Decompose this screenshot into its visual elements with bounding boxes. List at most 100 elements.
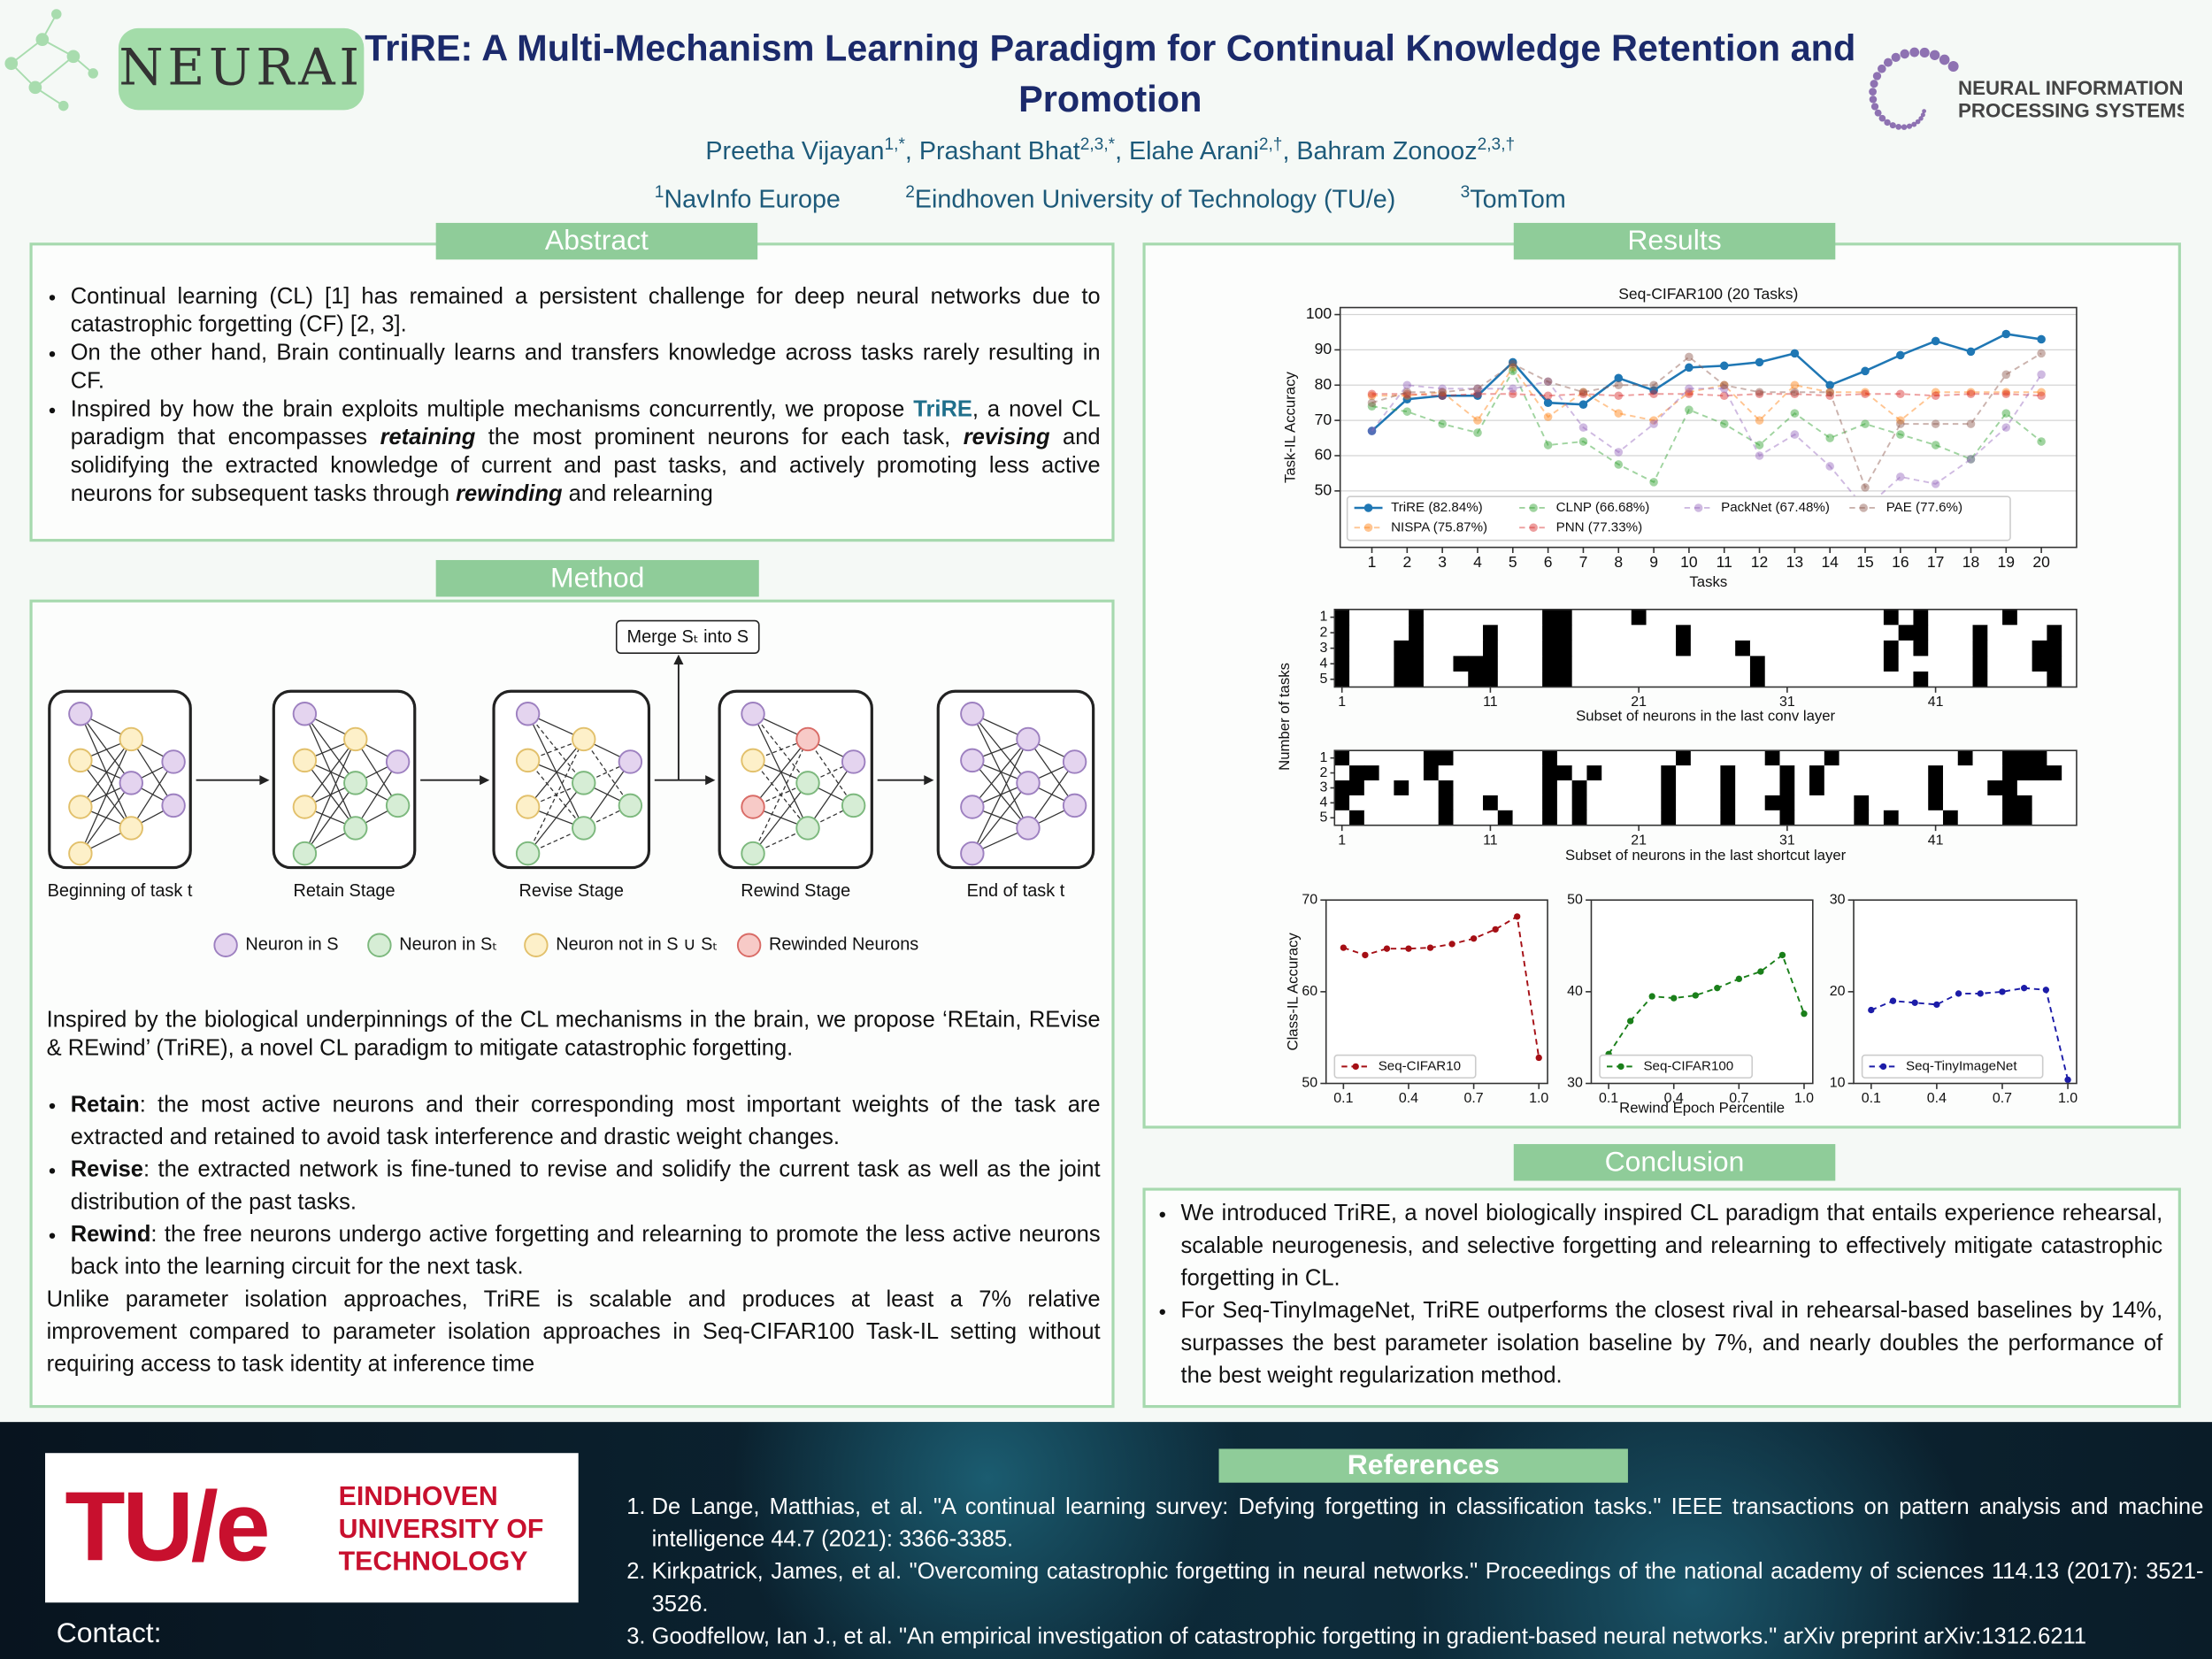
logo-dot (1901, 124, 1908, 130)
affiliation: 2Eindhoven University of Technology (TU/… (905, 181, 1396, 213)
logo-mark: TU/e (65, 1471, 270, 1582)
affiliation-mark: 2 (905, 181, 915, 202)
text-run: , a novel CL paradigm that encompasses (70, 397, 1101, 450)
section-title: Results (1513, 222, 1836, 260)
bullet: Revise: the extracted network is fine-tu… (71, 1154, 1101, 1218)
reference: Kirkpatrick, James, et al. "Overcoming c… (652, 1556, 2204, 1621)
conclusion-box (1142, 1187, 2181, 1409)
logo-text: NEURAL INFORMATION (1958, 77, 2184, 99)
logo-dot (1872, 72, 1882, 81)
logo-dot (1869, 88, 1877, 96)
logo-dot (1895, 123, 1902, 130)
logo-dot (1870, 80, 1878, 88)
logo-dot (1889, 122, 1896, 129)
text-run: and solidifying the extracted knowledge … (70, 426, 1101, 507)
bullet: Inspired by how the brain exploits multi… (71, 396, 1101, 510)
text-run: rewinding (456, 482, 563, 507)
logo-line: UNIVERSITY OF (338, 1515, 544, 1545)
bullet-text: : the most active neurons and their corr… (70, 1093, 1101, 1150)
author-mark: 1,* (884, 134, 905, 154)
bullet-list: Continual learning (CL) [1] has remained… (47, 283, 1101, 509)
bullet-text: : the free neurons undergo active forget… (70, 1223, 1101, 1280)
logo-neurips: NEURAL INFORMATION PROCESSING SYSTEMS (1869, 47, 2184, 130)
affiliation-mark: 3 (1460, 181, 1471, 202)
logo-dot (1869, 96, 1878, 104)
logo-decoration (4, 9, 98, 111)
logo-dot (1929, 50, 1940, 60)
logo-dot (1870, 103, 1879, 111)
logo-dot (1874, 109, 1882, 117)
logo-dot (1915, 119, 1921, 125)
logo-dot (1891, 52, 1901, 62)
author-name: , Prashant Bhat (904, 136, 1080, 165)
text-run: revising (963, 426, 1050, 450)
logo-line: EINDHOVEN (338, 1482, 498, 1513)
bullet-list: Retain: the most active neurons and thei… (47, 1089, 1101, 1284)
abstract-box (29, 242, 1115, 542)
author-name: , Bahram Zonooz (1282, 136, 1478, 165)
logo-dot (1883, 58, 1893, 67)
author-mark: 2,3,† (1477, 134, 1516, 154)
author-mark: 2,† (1258, 134, 1283, 154)
text-run: retaining (380, 426, 476, 450)
bullet: For Seq-TinyImageNet, TriRE outperforms … (1181, 1295, 2163, 1393)
logo-dot (1911, 121, 1917, 127)
logo-dot (1909, 47, 1920, 58)
reference: Goodfellow, Ian J., et al. "An empirical… (652, 1621, 2204, 1654)
logo-text: EINDHOVEN UNIVERSITY OF TECHNOLOGY (339, 1481, 544, 1578)
bullet: Retain: the most active neurons and thei… (71, 1089, 1101, 1154)
bullet-term: Retain (70, 1093, 140, 1118)
method-text: Inspired by the biological underpinnings… (47, 1007, 1101, 1381)
affiliations: 1NavInfo Europe 2Eindhoven University of … (363, 182, 1858, 215)
logo-dot (1878, 114, 1886, 122)
section-title: Abstract (435, 222, 758, 260)
logo-dot (1947, 61, 1959, 73)
reference-list: De Lange, Matthias, et al. "A continual … (621, 1491, 2204, 1653)
affiliation-name: TomTom (1470, 184, 1566, 213)
bullet-term: Rewind (70, 1223, 151, 1248)
logo-dot (1919, 47, 1930, 58)
logo-dot (1922, 109, 1926, 113)
contact: Contact: (56, 1617, 162, 1649)
paragraph: Inspired by the biological underpinnings… (46, 1008, 1101, 1061)
abstract-text: Continual learning (CL) [1] has remained… (47, 283, 1101, 509)
text-run: and relearning (562, 482, 713, 507)
affiliation: 3TomTom (1460, 181, 1566, 213)
logo-dot (1877, 64, 1886, 73)
section-title: Conclusion (1513, 1144, 1836, 1181)
logo-dot (1900, 49, 1909, 59)
logo-dot (1920, 112, 1925, 118)
bullet-term: Revise (70, 1157, 143, 1183)
bullet-list: We introduced TriRE, a novel biologicall… (1156, 1198, 2163, 1393)
text-run: Inspired by how the brain exploits multi… (70, 397, 914, 422)
section-title: References (1218, 1448, 1628, 1483)
text-run: On the other hand, Brain continually lea… (70, 341, 1101, 394)
author-name: Preetha Vijayan (705, 136, 885, 165)
logo-dot (1939, 54, 1950, 65)
bullet-text: : the extracted network is fine-tuned to… (70, 1157, 1101, 1215)
bullet: On the other hand, Brain continually lea… (71, 340, 1101, 396)
text-run: Continual learning (CL) [1] has remained… (70, 285, 1101, 338)
logo-text: PROCESSING SYSTEMS (1958, 99, 2184, 121)
reference: De Lange, Matthias, et al. "A continual … (652, 1491, 2204, 1555)
logo-dot (1918, 116, 1924, 121)
bullet: Rewind: the free neurons undergo active … (71, 1219, 1101, 1284)
text-run: TriRE (913, 397, 972, 422)
affiliation-name: Eindhoven University of Technology (TU/e… (914, 184, 1396, 213)
logo-neurai: NEURAI (118, 27, 365, 111)
section-title: Method (435, 559, 759, 597)
paragraph: Unlike parameter isolation approaches, T… (46, 1287, 1101, 1378)
logo-dot (1906, 123, 1913, 129)
poster-title: TriRE: A Multi-Mechanism Learning Paradi… (365, 27, 1856, 120)
author-mark: 2,3,* (1079, 134, 1116, 154)
author-name: , Elahe Arani (1115, 136, 1259, 165)
logo-line: TECHNOLOGY (338, 1548, 528, 1578)
bullet: Continual learning (CL) [1] has remained… (71, 283, 1101, 340)
affiliation: 1NavInfo Europe (655, 182, 841, 213)
conclusion-text: We introduced TriRE, a novel biologicall… (1156, 1198, 2163, 1393)
text-run: the most prominent neurons for each task… (475, 426, 964, 450)
bullet: We introduced TriRE, a novel biologicall… (1181, 1198, 2163, 1295)
logo-dot (1884, 119, 1891, 127)
